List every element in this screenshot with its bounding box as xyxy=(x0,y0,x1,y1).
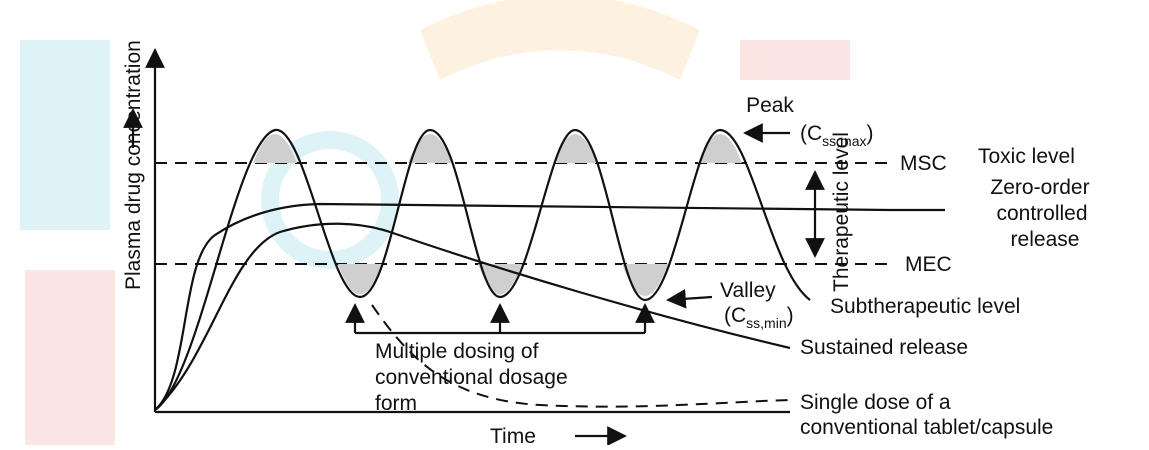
x-axis-label: Time xyxy=(490,425,536,445)
msc-label: MSC xyxy=(900,152,947,175)
multiple-label: conventional dosage xyxy=(375,366,568,389)
mec-label: MEC xyxy=(905,253,952,276)
subtherapeutic-label: Subtherapeutic level xyxy=(830,295,1020,318)
single-dose-curve xyxy=(371,304,791,408)
valley-sub-label: (Css,min) xyxy=(724,304,794,331)
multiple-label: Multiple dosing of xyxy=(375,340,539,363)
peak-label: Peak xyxy=(746,94,794,117)
zero-order-label: release xyxy=(1011,228,1080,251)
valley-arrow xyxy=(666,288,713,309)
therapeutic-label: Therapeutic level xyxy=(830,132,853,292)
single-label: conventional tablet/capsule xyxy=(800,416,1053,439)
zero-order-label: Zero-order xyxy=(990,176,1089,199)
multiple-dose-curve xyxy=(154,128,811,411)
watermark xyxy=(20,0,850,445)
multiple-label: form xyxy=(375,392,417,415)
y-axis-label: Plasma drug concentration xyxy=(122,40,145,290)
zero-order-label: controlled xyxy=(996,202,1087,225)
valley-label: Valley xyxy=(720,279,776,302)
sustained-curve xyxy=(154,222,791,411)
zero-order-curve xyxy=(154,202,891,411)
peak-sub-label: (Css,max) xyxy=(800,122,874,149)
shading xyxy=(253,134,742,296)
toxic-label: Toxic level xyxy=(978,145,1075,168)
single-label: Single dose of a xyxy=(800,391,951,414)
dosing-brackets xyxy=(345,303,655,335)
sustained-label: Sustained release xyxy=(800,336,968,359)
